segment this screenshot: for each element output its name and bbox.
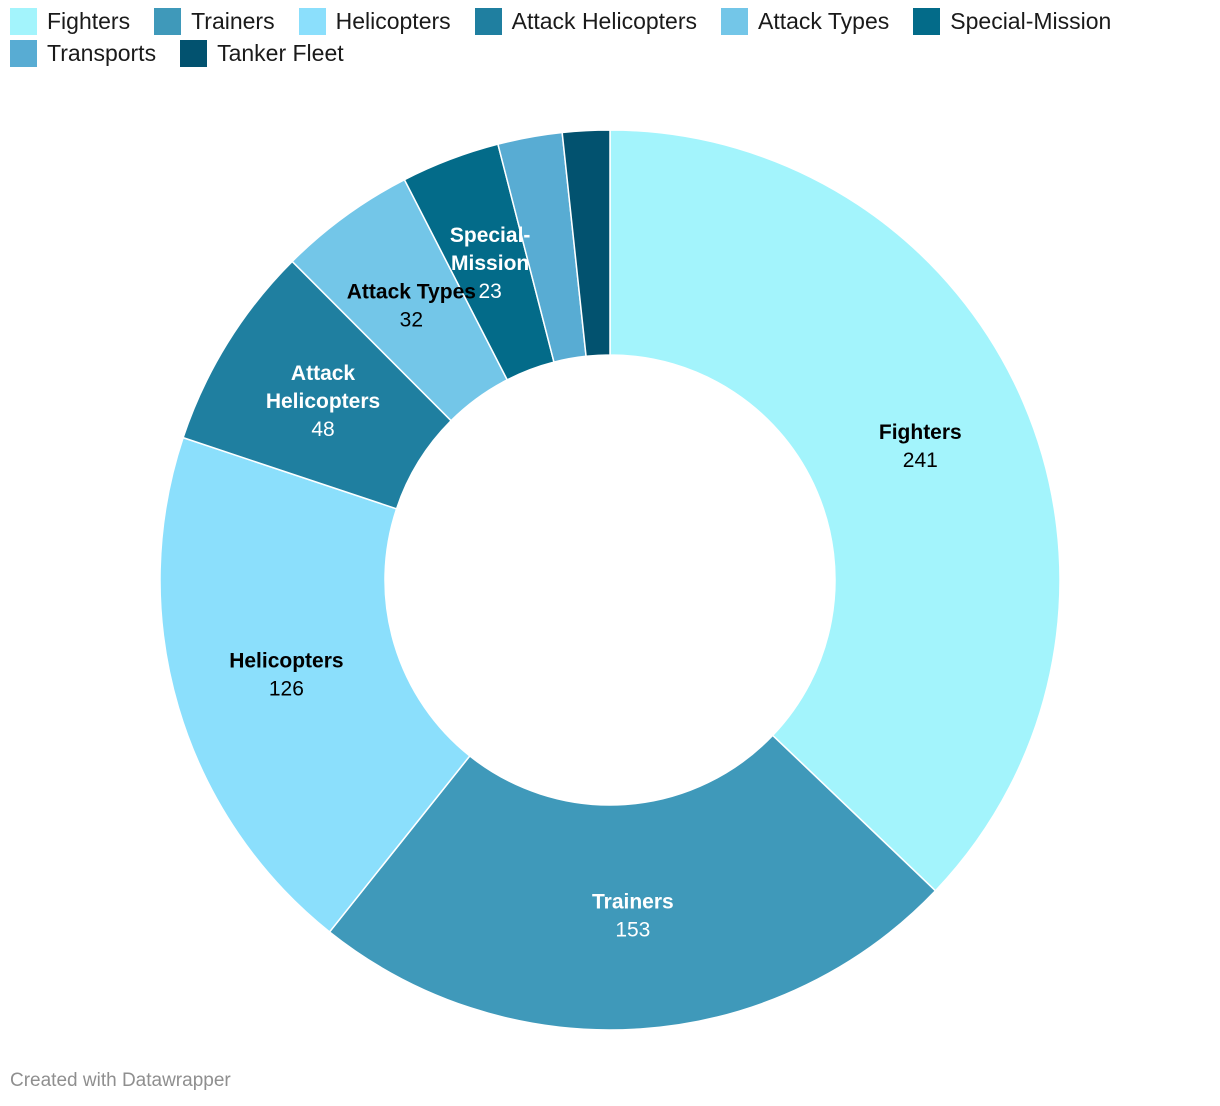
legend-swatch	[721, 7, 748, 35]
legend-swatch	[10, 7, 37, 35]
slice-label-attack-helicopters: Attack Helicopters 48	[266, 362, 380, 441]
slice-name-label: Special-	[450, 224, 531, 247]
slice-tanker-fleet	[561, 129, 611, 358]
slice-value-label: 48	[311, 418, 334, 441]
legend-label: Attack Helicopters	[511, 7, 697, 34]
chart-credit: Created with Datawrapper	[10, 1070, 231, 1091]
slice-value-label: 241	[903, 449, 938, 472]
slice-helicopters	[159, 436, 471, 933]
slice-value-label: 153	[615, 918, 650, 941]
legend-item-tanker-fleet: Tanker Fleet	[180, 39, 344, 67]
legend-swatch	[180, 39, 208, 67]
slice-label-fighters: Fighters 241	[879, 421, 962, 472]
legend-label: Transports	[47, 39, 157, 66]
slice-name-label: Fighters	[879, 421, 962, 444]
legend-label: Special-Mission	[950, 7, 1112, 34]
chart-legend: Fighters Trainers Helicopters Attack Helico…	[10, 7, 1210, 67]
legend-label: Helicopters	[335, 7, 451, 34]
slice-label-helicopters: Helicopters 126	[229, 649, 343, 700]
slice-label-special-mission: Special- Mission 23	[450, 224, 531, 303]
legend-item-helicopters: Helicopters	[298, 7, 451, 35]
slice-value-label: 32	[400, 309, 423, 332]
legend-swatch	[913, 7, 941, 35]
slice-fighters	[609, 129, 1061, 892]
legend-label: Attack Types	[758, 7, 890, 34]
legend-swatch	[474, 7, 502, 35]
legend-item-fighters: Fighters	[10, 7, 131, 35]
slice-name-label: Attack	[291, 362, 356, 385]
slice-name-label: Helicopters	[229, 649, 343, 672]
legend-swatch	[10, 39, 37, 67]
legend-item-attack-types: Attack Types	[721, 7, 890, 35]
legend-swatch	[154, 7, 182, 35]
legend-item-attack-helicopters: Attack Helicopters	[474, 7, 697, 35]
slice-name-label: Attack Types	[347, 281, 476, 304]
slice-name-label: Mission	[451, 252, 529, 275]
legend-label: Trainers	[191, 7, 275, 34]
legend-item-trainers: Trainers	[154, 7, 275, 35]
slice-label-attack-types: Attack Types 32	[347, 281, 476, 332]
legend-label: Fighters	[47, 7, 131, 34]
slice-value-label: 126	[269, 677, 304, 700]
slice-name-label: Helicopters	[266, 390, 380, 413]
legend-item-transports: Transports	[10, 39, 157, 67]
slice-label-trainers: Trainers 153	[592, 890, 674, 941]
slice-trainers	[328, 734, 937, 1031]
slice-value-label: 23	[478, 280, 501, 303]
legend-item-special-mission: Special-Mission	[913, 7, 1112, 35]
legend-swatch	[298, 7, 326, 35]
legend-label: Tanker Fleet	[217, 39, 344, 66]
slice-name-label: Trainers	[592, 890, 674, 913]
